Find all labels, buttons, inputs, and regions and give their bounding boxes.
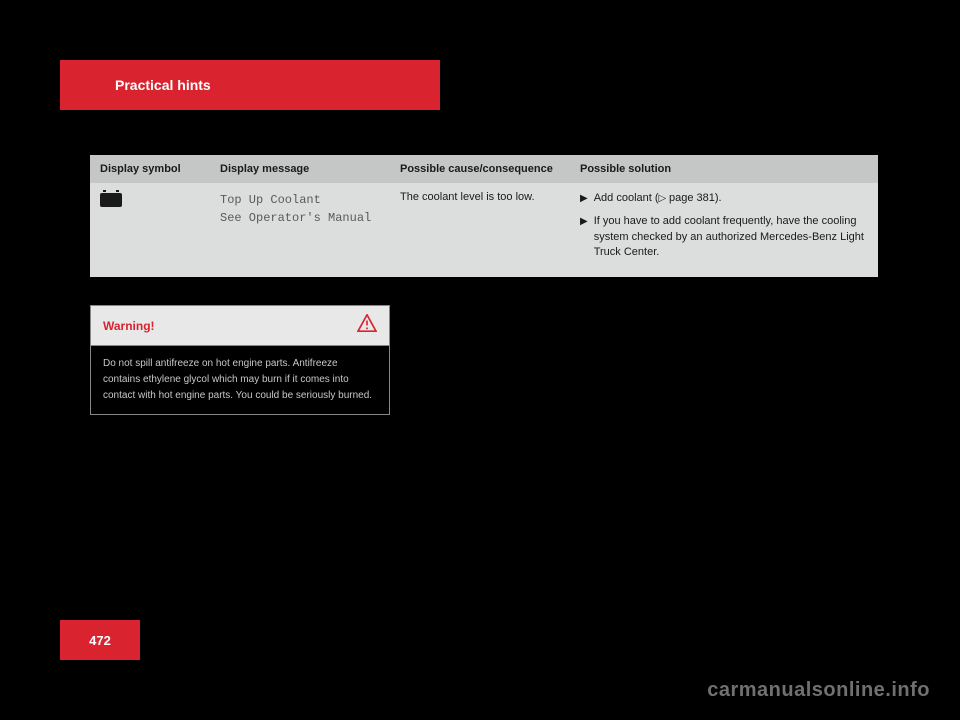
table-header-row: Display symbol Display message Possible … xyxy=(90,155,878,183)
header-message: Display message xyxy=(210,155,390,183)
page-number: 472 xyxy=(89,633,111,648)
table-row: Top Up Coolant See Operator's Manual The… xyxy=(90,183,878,277)
manual-page: Practical hints Display symbol Display m… xyxy=(0,0,960,720)
cell-solution: ▶ Add coolant (▷ page 381). ▶ If you hav… xyxy=(570,183,878,277)
triangle-bullet-icon: ▶ xyxy=(580,192,588,206)
cell-cause: The coolant level is too low. xyxy=(390,183,570,277)
solution-item: ▶ If you have to add coolant frequently,… xyxy=(580,214,868,260)
section-title: Practical hints xyxy=(115,77,211,93)
solution-text: If you have to add coolant frequently, h… xyxy=(594,214,868,260)
display-message-line1: Top Up Coolant xyxy=(220,191,380,209)
warning-header: Warning! xyxy=(91,306,389,346)
cell-message: Top Up Coolant See Operator's Manual xyxy=(210,183,390,277)
warning-body: Do not spill antifreeze on hot engine pa… xyxy=(91,346,389,414)
warning-triangle-icon xyxy=(357,314,377,337)
watermark: carmanualsonline.info xyxy=(707,679,930,702)
section-header-tab: Practical hints xyxy=(60,60,440,110)
battery-icon xyxy=(100,193,122,207)
page-ref-icon: ▷ xyxy=(659,193,669,204)
display-message-line2: See Operator's Manual xyxy=(220,209,380,227)
warning-title: Warning! xyxy=(103,319,155,333)
header-symbol: Display symbol xyxy=(90,155,210,183)
warning-box: Warning! Do not spill antifreeze on hot … xyxy=(90,305,390,415)
solution-item: ▶ Add coolant (▷ page 381). xyxy=(580,191,868,206)
header-solution: Possible solution xyxy=(570,155,878,183)
solution-text: Add coolant (▷ page 381). xyxy=(594,191,722,206)
header-cause: Possible cause/consequence xyxy=(390,155,570,183)
triangle-bullet-icon: ▶ xyxy=(580,215,588,260)
page-number-tab: 472 xyxy=(60,620,140,660)
cell-symbol xyxy=(90,183,210,277)
diagnostic-table: Display symbol Display message Possible … xyxy=(90,155,878,277)
